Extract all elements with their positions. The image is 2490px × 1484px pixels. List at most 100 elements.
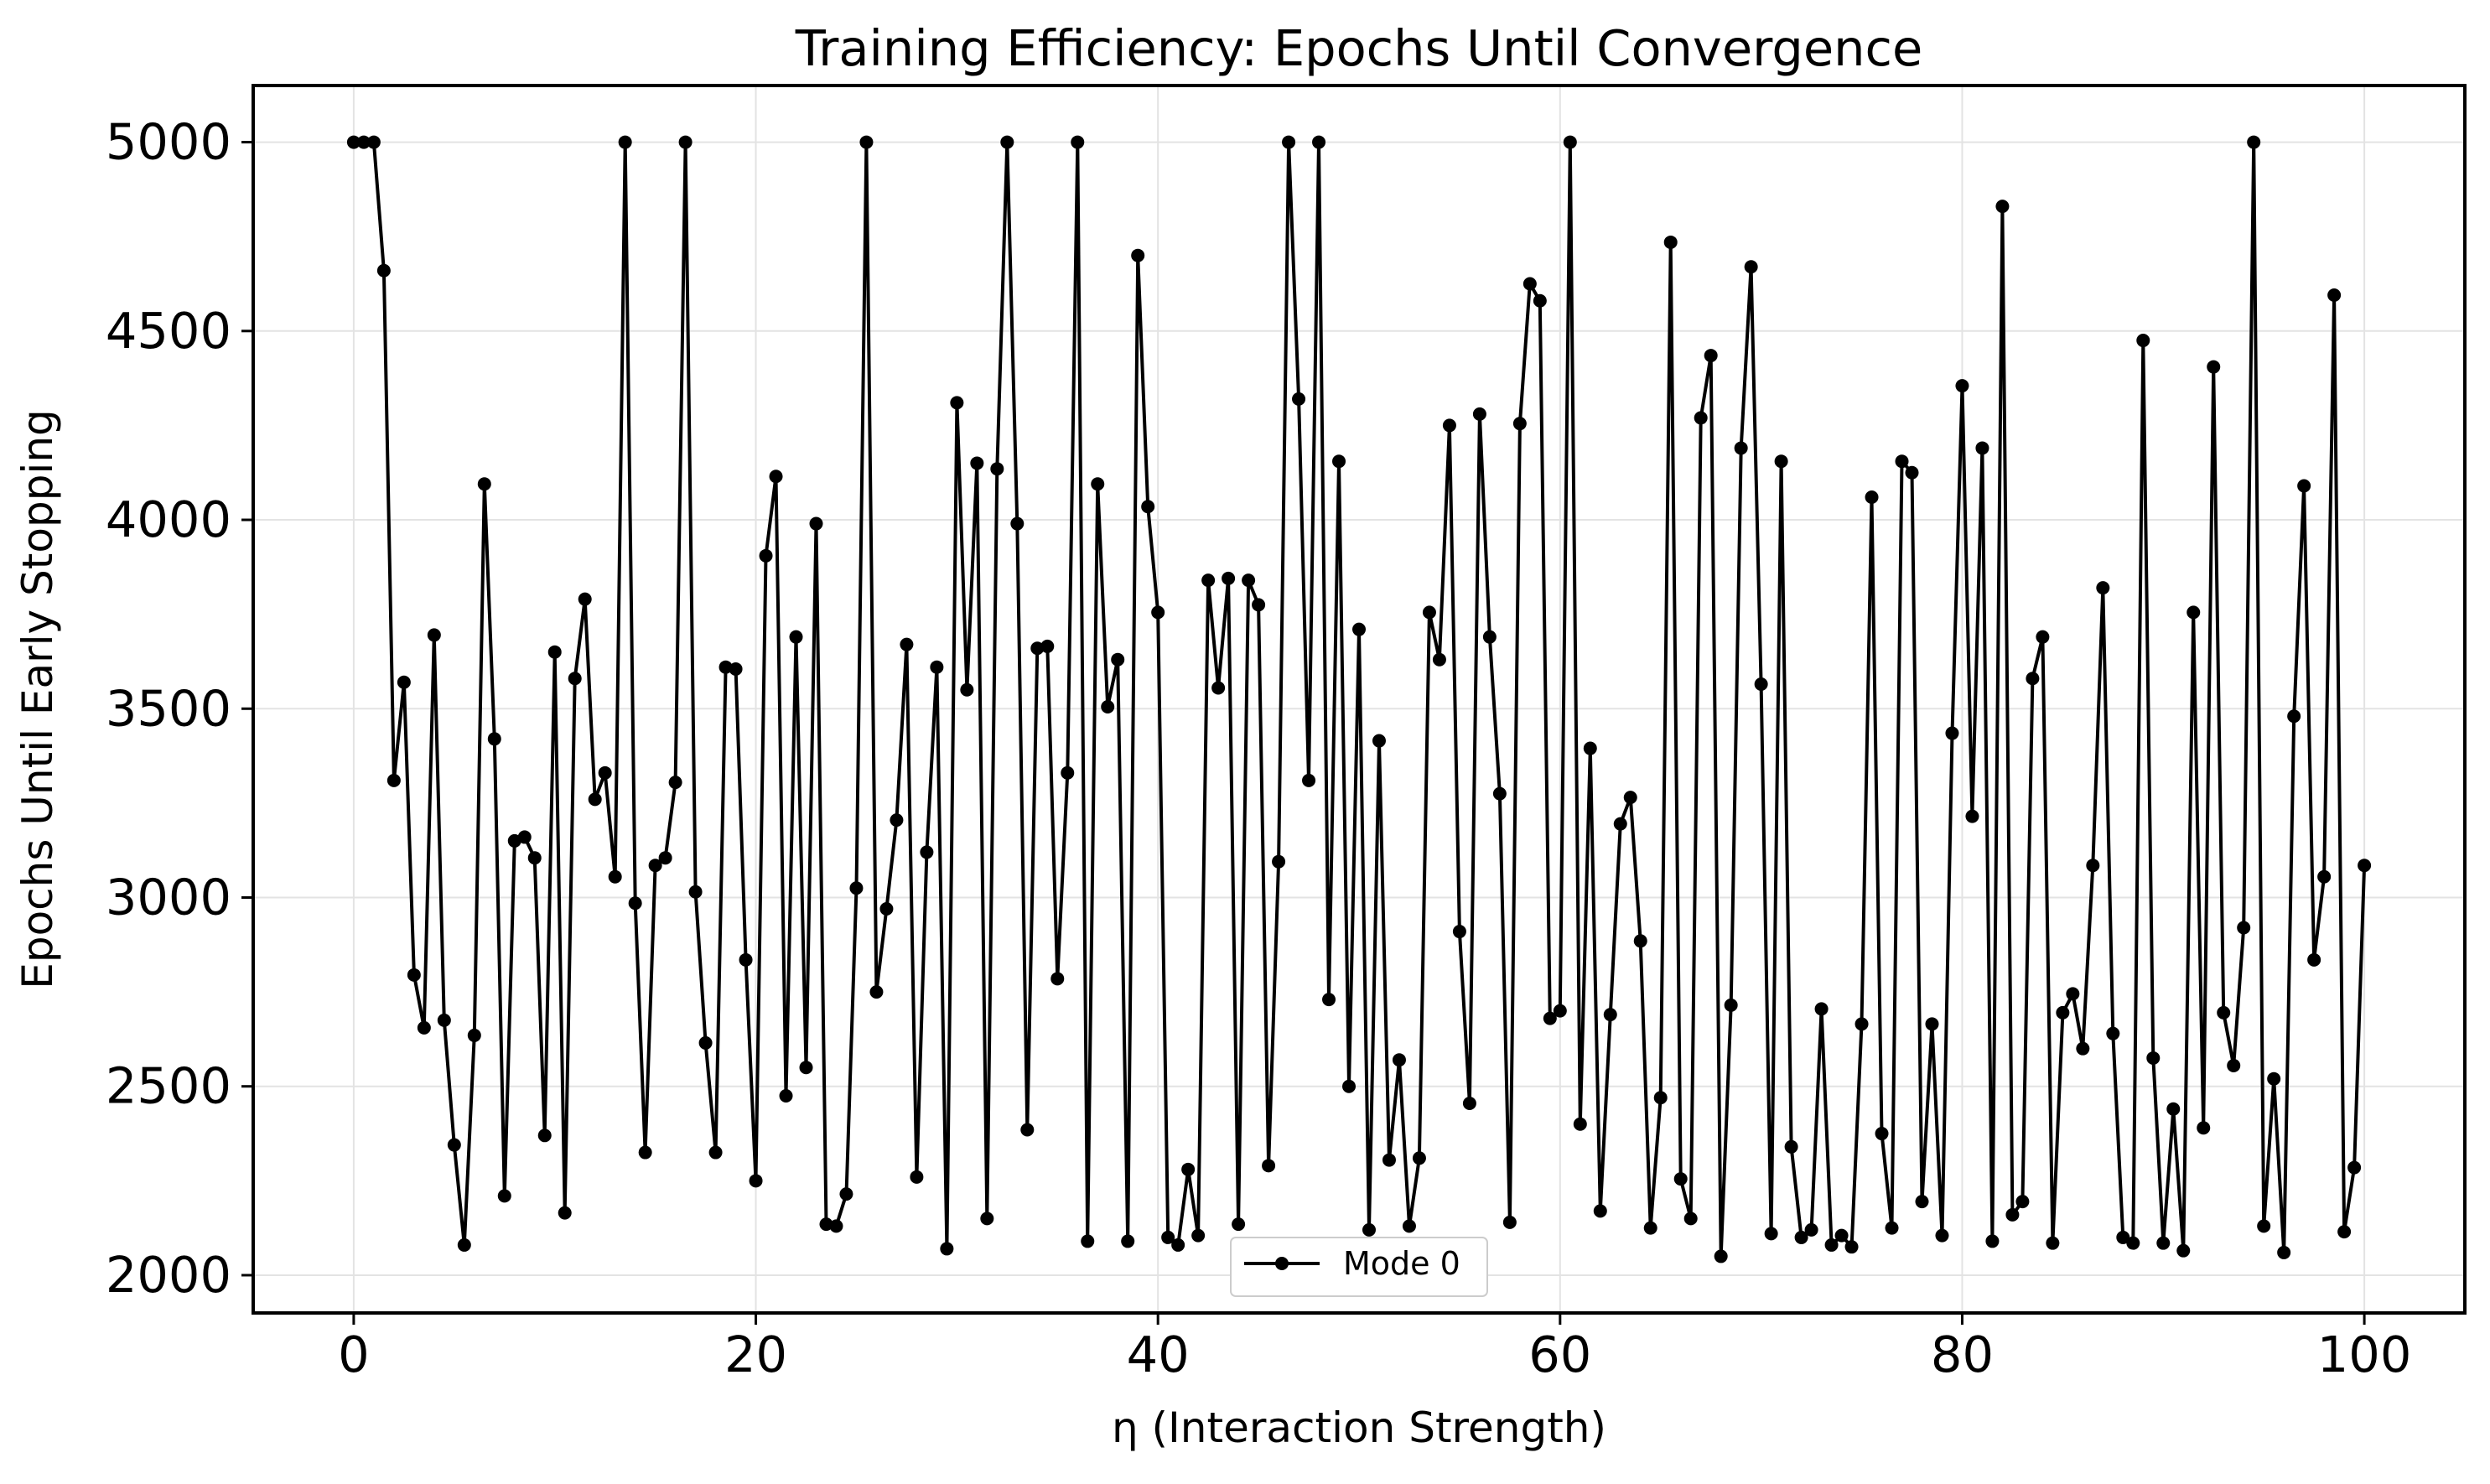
data-point — [678, 135, 693, 149]
data-point — [2207, 360, 2221, 374]
data-point — [1663, 235, 1678, 249]
data-point — [1010, 516, 1025, 531]
y-tick-label: 5000 — [106, 113, 231, 171]
data-point — [879, 902, 894, 916]
data-point — [1714, 1249, 1728, 1263]
data-point — [930, 660, 944, 674]
data-point — [1412, 1151, 1426, 1165]
data-point — [628, 896, 642, 911]
data-point — [1613, 817, 1627, 831]
data-point — [890, 813, 904, 828]
data-point — [1824, 1238, 1839, 1252]
data-point — [1925, 1017, 1939, 1031]
data-point — [1242, 573, 1256, 588]
data-point — [1754, 677, 1768, 691]
data-point — [2277, 1245, 2291, 1259]
data-point — [437, 1013, 451, 1027]
data-point — [1382, 1153, 1396, 1167]
data-point — [2267, 1071, 2281, 1086]
data-point — [1352, 622, 1366, 636]
data-point — [1583, 741, 1597, 755]
data-point — [1633, 934, 1647, 948]
x-axis-label: η (Interaction Strength) — [1112, 1404, 1606, 1452]
data-point — [1553, 1004, 1567, 1018]
data-point — [1683, 1212, 1698, 1226]
y-tick-label: 2000 — [106, 1246, 231, 1304]
data-point — [1724, 998, 1738, 1012]
data-point — [2176, 1243, 2191, 1258]
y-tick-label: 3500 — [106, 679, 231, 737]
axis-ticks: 0 20 40 60 80 100 2000 2500 3000 3500 4000 4500 5000 — [106, 113, 2412, 1383]
data-point — [1191, 1228, 1206, 1243]
data-point — [558, 1206, 572, 1220]
legend-label: Mode 0 — [1343, 1245, 1460, 1282]
data-point — [1111, 652, 1125, 667]
data-point — [467, 1028, 481, 1042]
data-point — [1292, 392, 1306, 406]
data-point — [2066, 987, 2080, 1001]
data-point — [708, 1145, 723, 1160]
data-point — [859, 135, 874, 149]
data-point — [1452, 925, 1466, 939]
data-point — [386, 773, 401, 787]
data-point — [1091, 477, 1105, 491]
data-point — [658, 851, 672, 865]
data-point — [1905, 465, 1919, 480]
x-tick-label: 80 — [1931, 1326, 1994, 1383]
data-point — [2317, 869, 2332, 884]
data-point — [1141, 500, 1155, 514]
data-point — [1593, 1204, 1607, 1218]
data-point — [1673, 1172, 1688, 1186]
data-point — [1181, 1162, 1196, 1176]
data-point — [1040, 639, 1055, 653]
data-point — [2126, 1236, 2140, 1250]
data-point — [688, 885, 703, 899]
data-point — [2166, 1102, 2181, 1116]
data-point — [950, 396, 964, 410]
data-point — [1794, 1230, 1808, 1244]
data-point — [397, 675, 411, 689]
data-point — [2076, 1041, 2090, 1056]
data-point — [1232, 1217, 1246, 1232]
data-point — [1694, 411, 1708, 425]
legend-marker-sample — [1275, 1257, 1289, 1270]
data-point — [1282, 135, 1296, 149]
data-point — [2217, 1005, 2231, 1020]
data-point — [1784, 1139, 1798, 1154]
data-point — [2015, 1195, 2030, 1209]
data-point — [1623, 791, 1637, 805]
data-point — [1834, 1228, 1849, 1243]
data-point — [1061, 765, 1075, 780]
data-point — [1302, 773, 1316, 787]
data-point — [1262, 1159, 1276, 1173]
data-point — [1402, 1219, 1416, 1233]
data-point — [1312, 135, 1326, 149]
data-point — [2307, 952, 2321, 967]
data-point — [1201, 573, 1216, 588]
data-point — [1643, 1221, 1657, 1235]
data-point — [1603, 1008, 1617, 1022]
data-point — [497, 1189, 511, 1203]
data-point — [638, 1145, 652, 1160]
data-point — [1935, 1228, 1949, 1243]
data-point — [1101, 700, 1115, 714]
data-point — [1965, 809, 1979, 823]
data-point — [698, 1035, 713, 1050]
data-point — [1442, 418, 1456, 433]
data-point — [1885, 1221, 1899, 1235]
data-point — [648, 859, 662, 873]
data-point — [1855, 1017, 1869, 1031]
data-point — [457, 1238, 471, 1252]
data-point — [829, 1219, 843, 1233]
data-point — [1764, 1227, 1778, 1241]
data-point — [1151, 605, 1165, 620]
data-point — [1272, 854, 1286, 869]
data-point — [849, 881, 864, 895]
data-point — [527, 851, 542, 865]
data-point — [507, 833, 521, 848]
data-point — [1322, 993, 1336, 1007]
data-point — [1563, 135, 1577, 149]
data-point — [618, 135, 632, 149]
data-point — [1372, 734, 1386, 748]
data-point — [376, 263, 391, 278]
